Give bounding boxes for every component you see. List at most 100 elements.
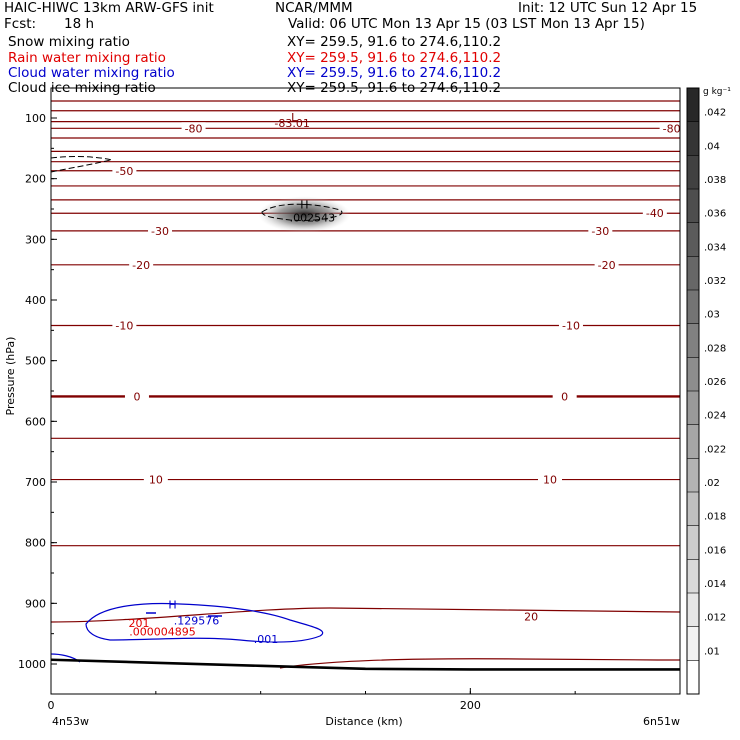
isotherm-label: -10 bbox=[562, 319, 580, 332]
isotherm-label: 0 bbox=[561, 390, 568, 403]
colorbar-cell bbox=[687, 88, 699, 123]
colorbar-cell bbox=[687, 222, 699, 257]
contour-annotation: L bbox=[291, 111, 298, 124]
colorbar-label: .012 bbox=[704, 613, 726, 624]
y-axis-label: Pressure (hPa) bbox=[4, 337, 17, 416]
colorbar-cell bbox=[687, 290, 699, 325]
field-xy-snow: XY= 259.5, 91.6 to 274.6,110.2 bbox=[287, 34, 502, 50]
isotherm-label: 0 bbox=[133, 390, 140, 403]
isotherm-label-bg bbox=[659, 122, 684, 135]
colorbar-cell bbox=[687, 525, 699, 560]
field-xy-rain: XY= 259.5, 91.6 to 274.6,110.2 bbox=[287, 50, 502, 66]
y-tick-label: 1000 bbox=[18, 658, 46, 671]
x-right-endpoint: 6n51w bbox=[643, 715, 680, 728]
isotherm-label: -30 bbox=[151, 225, 169, 238]
x-axis-label: Distance (km) bbox=[325, 715, 402, 728]
isotherm-label: -10 bbox=[115, 319, 133, 332]
isotherm-label-bg bbox=[112, 319, 137, 332]
isotherm-label-bg bbox=[129, 258, 154, 271]
y-tick-label: 400 bbox=[25, 294, 46, 307]
y-tick-label: 300 bbox=[25, 233, 46, 246]
colorbar-cell bbox=[687, 155, 699, 190]
colorbar-label: .034 bbox=[704, 242, 726, 253]
colorbar-cell bbox=[687, 189, 699, 224]
field-name-snow: Snow mixing ratio bbox=[8, 34, 130, 50]
colorbar-cell bbox=[687, 492, 699, 527]
y-tick-label: 600 bbox=[25, 415, 46, 428]
agency-label: NCAR/MMM bbox=[275, 0, 353, 16]
isotherm-label-bg bbox=[124, 390, 149, 403]
isotherm-label: -20 bbox=[598, 259, 616, 272]
isotherm-label-bg bbox=[143, 473, 168, 486]
colorbar-cell bbox=[687, 391, 699, 426]
cloud-water-contour bbox=[146, 612, 222, 617]
isotherm-label-bg bbox=[642, 207, 667, 220]
rain-max-value: .000004895 bbox=[129, 626, 195, 639]
isotherm-label: 10 bbox=[543, 474, 557, 487]
cloud-water-max-value: .129576 bbox=[174, 615, 220, 628]
y-tick-label: 500 bbox=[25, 355, 46, 368]
colorbar-cell bbox=[687, 424, 699, 459]
forecast-label: Fcst: bbox=[4, 16, 37, 32]
terrain-line bbox=[50, 658, 680, 671]
colorbar-label: .01 bbox=[704, 646, 720, 657]
field-xy-cloud-water: XY= 259.5, 91.6 to 274.6,110.2 bbox=[287, 65, 502, 81]
field-name-cloud-water: Cloud water mixing ratio bbox=[8, 65, 175, 81]
snow-contour bbox=[261, 203, 343, 221]
y-tick-label: 800 bbox=[25, 537, 46, 550]
forecast-hour: 18 h bbox=[64, 16, 95, 32]
isotherm-line bbox=[279, 658, 681, 669]
y-tick-label: 100 bbox=[25, 112, 46, 125]
isotherm-label-bg bbox=[148, 224, 173, 237]
colorbar-cell bbox=[687, 593, 699, 628]
isotherm-label: -80 bbox=[663, 122, 681, 135]
isotherm-label-bg bbox=[588, 224, 613, 237]
isotherm-label: -20 bbox=[132, 259, 150, 272]
colorbar-label: .032 bbox=[704, 276, 726, 287]
snow-contour bbox=[50, 156, 113, 173]
temperature-contours: -80 -80 -50 -40 -30 -30 -20 -20 -10 -10 0 0 10 10 -83.… bbox=[50, 100, 684, 669]
colorbar-label: .016 bbox=[704, 545, 726, 556]
colorbar-cell bbox=[687, 559, 699, 594]
colorbar-cell bbox=[687, 458, 699, 493]
isotherm-line bbox=[50, 607, 681, 623]
colorbar-cell bbox=[687, 660, 699, 695]
plot-title: HAIC-HIWC 13km ARW-GFS init bbox=[4, 0, 214, 16]
colorbar-label: .028 bbox=[704, 343, 726, 354]
snow-max-marker: H bbox=[300, 198, 308, 211]
rain-contour-label: 201 bbox=[129, 617, 150, 630]
isotherm-label-bg bbox=[538, 473, 563, 486]
isotherm-label: -30 bbox=[591, 225, 609, 238]
colorbar-label: .018 bbox=[704, 512, 726, 523]
colorbar-cell bbox=[687, 121, 699, 156]
y-tick-label: 200 bbox=[25, 173, 46, 186]
colorbar-cell bbox=[687, 323, 699, 358]
colorbar-unit: g kg⁻¹ bbox=[703, 87, 731, 97]
isotherm-label: -40 bbox=[646, 207, 664, 220]
colorbar-label: .04 bbox=[704, 141, 720, 152]
colorbar-label: .042 bbox=[704, 108, 726, 119]
cloud-water-contour bbox=[85, 602, 324, 643]
colorbar-label: .036 bbox=[704, 209, 726, 220]
isotherm-label-bg bbox=[558, 319, 583, 332]
colorbar-label: .026 bbox=[704, 377, 726, 388]
y-tick-label: 700 bbox=[25, 476, 46, 489]
isotherm-label: 10 bbox=[149, 474, 163, 487]
isotherm-label: -80 bbox=[185, 122, 203, 135]
colorbar-label: .014 bbox=[704, 579, 726, 590]
colorbar-cell bbox=[687, 357, 699, 392]
x-tick-label: 0 bbox=[48, 699, 55, 712]
colorbar-cell bbox=[687, 256, 699, 291]
init-time: Init: 12 UTC Sun 12 Apr 15 bbox=[518, 0, 698, 16]
colorbar: .042 .04 .038 .036 .034 .032 .03 .028 .026 .024 .0… bbox=[686, 87, 731, 695]
valid-time: Valid: 06 UTC Mon 13 Apr 15 (03 LST Mon … bbox=[288, 16, 645, 32]
colorbar-cell bbox=[687, 626, 699, 661]
isotherm-label-bg bbox=[112, 164, 137, 177]
x-tick-label: 200 bbox=[460, 699, 481, 712]
colorbar-label: .03 bbox=[704, 310, 720, 321]
colorbar-label: .038 bbox=[704, 175, 726, 186]
x-left-endpoint: 4n53w bbox=[52, 715, 89, 728]
